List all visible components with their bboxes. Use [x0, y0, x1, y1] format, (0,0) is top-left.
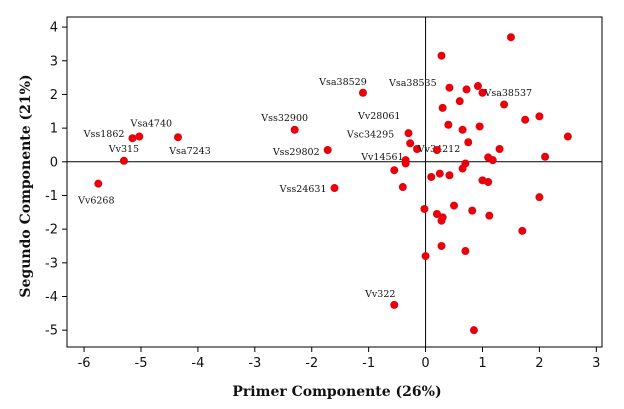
- point-label: Vsa38537: [483, 88, 532, 99]
- data-point: [462, 85, 471, 94]
- data-point: [330, 184, 339, 193]
- data-point: [398, 183, 407, 192]
- data-point: [506, 33, 515, 42]
- data-point: [485, 211, 494, 220]
- data-point: [541, 152, 550, 161]
- data-point: [323, 146, 332, 155]
- data-point: [435, 169, 444, 178]
- data-point: [475, 122, 484, 131]
- point-label: Vv322: [364, 289, 395, 300]
- data-point: [119, 156, 128, 165]
- point-label: Vss24631: [279, 184, 327, 195]
- data-point: [473, 82, 482, 91]
- x-axis-label: Primer Componente (26%): [232, 384, 441, 400]
- y-tick-label: -3: [45, 256, 58, 271]
- y-tick-label: -2: [45, 223, 58, 238]
- data-point: [455, 97, 464, 106]
- data-point: [484, 178, 493, 186]
- x-tick-label: 1: [478, 356, 486, 371]
- plot-frame: [66, 16, 603, 348]
- y-tick-label: 3: [50, 54, 58, 69]
- x-tick-label: -5: [135, 356, 148, 371]
- data-point: [135, 132, 144, 141]
- data-point: [518, 226, 527, 235]
- data-point: [128, 134, 137, 143]
- data-point: [390, 300, 399, 309]
- x-tick-label: 2: [535, 356, 543, 371]
- y-tick-label: -4: [45, 290, 58, 305]
- data-point: [450, 201, 459, 210]
- data-point: [535, 193, 544, 202]
- data-point: [413, 145, 422, 153]
- y-tick-label: 1: [50, 122, 58, 137]
- data-point: [290, 125, 299, 134]
- x-tick-label: 3: [592, 356, 600, 371]
- data-point: [432, 146, 441, 155]
- x-tick-label: 0: [421, 356, 429, 371]
- data-point: [478, 88, 487, 97]
- x-tick-label: -3: [248, 356, 261, 371]
- data-point: [464, 138, 473, 147]
- y-tick-label: 4: [50, 21, 58, 36]
- point-label: Vsc34295: [346, 129, 394, 140]
- data-point: [535, 112, 544, 121]
- data-point: [437, 51, 446, 60]
- x-tick-label: -4: [191, 356, 204, 371]
- data-point: [406, 139, 415, 148]
- data-point: [173, 133, 182, 142]
- data-point: [358, 88, 367, 97]
- y-tick-label: -1: [45, 189, 58, 204]
- point-label: Vv6268: [77, 196, 114, 207]
- y-tick-label: 2: [50, 88, 58, 103]
- data-point: [469, 326, 478, 335]
- data-point: [488, 156, 497, 165]
- data-point: [437, 216, 446, 225]
- point-label: Vv315: [108, 144, 139, 155]
- data-point: [563, 132, 572, 141]
- data-point: [521, 115, 530, 124]
- point-label: Vsa38535: [388, 78, 437, 89]
- x-tick-label: -2: [305, 356, 318, 371]
- point-label: Vss32900: [260, 113, 308, 124]
- point-label: Vss1862: [83, 129, 125, 140]
- data-point: [458, 125, 467, 134]
- data-point: [421, 252, 430, 261]
- point-label: Vss29802: [272, 147, 320, 158]
- x-tick-label: -6: [78, 356, 91, 371]
- data-point: [427, 172, 436, 181]
- point-label: Vsa38529: [318, 77, 367, 88]
- data-point: [458, 164, 467, 173]
- data-point: [468, 206, 477, 215]
- point-label: Vv28061: [357, 111, 400, 122]
- data-point: [438, 103, 447, 112]
- data-point: [94, 179, 103, 188]
- data-point: [445, 171, 454, 180]
- data-point: [444, 120, 453, 129]
- y-tick-label: -5: [45, 324, 58, 339]
- y-tick-label: 0: [50, 155, 58, 170]
- data-point: [445, 83, 454, 92]
- data-point: [500, 100, 509, 109]
- point-label: Vv14561: [360, 152, 403, 163]
- data-point: [495, 145, 504, 153]
- y-axis-label: Segundo Componente (21%): [18, 74, 34, 297]
- x-tick-label: -1: [362, 356, 375, 371]
- data-point: [404, 129, 413, 138]
- data-point: [390, 166, 399, 175]
- data-point: [401, 159, 410, 168]
- data-point: [437, 241, 446, 250]
- point-label: Vsa7243: [168, 146, 211, 157]
- data-point: [420, 204, 429, 213]
- point-label: Vsa4740: [129, 119, 172, 130]
- data-point: [461, 247, 470, 256]
